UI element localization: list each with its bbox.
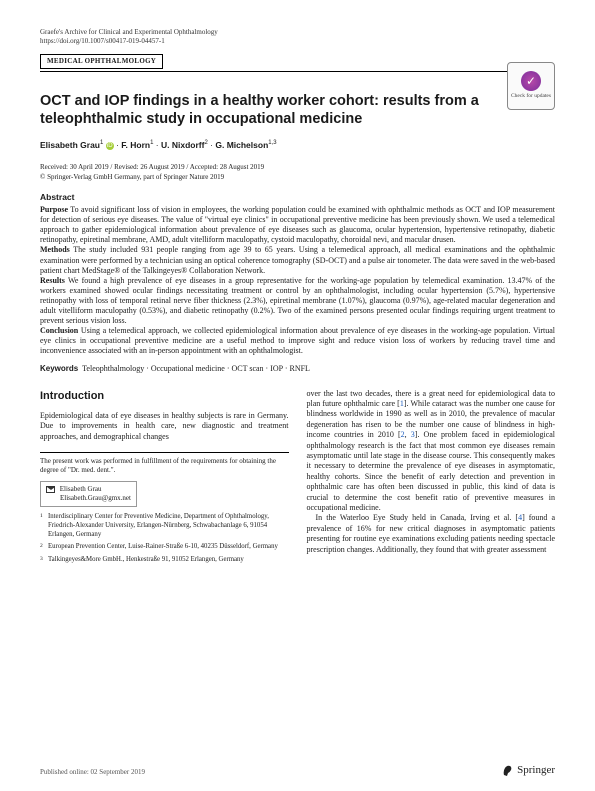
mail-icon [46, 486, 55, 493]
check-updates-badge[interactable]: ✓ Check for updates [507, 62, 555, 110]
affiliation-2: European Prevention Center, Luise-Rainer… [48, 543, 278, 552]
abstract-purpose: To avoid significant loss of vision in e… [40, 205, 555, 244]
corresp-email[interactable]: Elisabeth.Grau@gmx.net [60, 494, 131, 502]
crossmark-icon: ✓ [521, 71, 541, 91]
ref-3[interactable]: 3 [411, 430, 415, 439]
intro-right-p1: over the last two decades, there is a gr… [307, 389, 556, 514]
intro-left-p1: Epidemiological data of eye diseases in … [40, 411, 289, 442]
introduction-heading: Introduction [40, 389, 289, 403]
top-rule [40, 71, 555, 72]
article-title: OCT and IOP findings in a healthy worker… [40, 92, 555, 128]
ref-4[interactable]: 4 [518, 513, 522, 522]
journal-header: Graefe's Archive for Clinical and Experi… [40, 28, 555, 46]
orcid-icon[interactable]: iD [106, 142, 114, 150]
corresponding-author-box: Elisabeth Grau Elisabeth.Grau@gmx.net [40, 481, 137, 507]
keywords-line: Keywords Teleophthalmology · Occupationa… [40, 364, 555, 374]
abstract-heading: Abstract [40, 192, 555, 203]
springer-horse-icon [502, 763, 514, 777]
published-online: Published online: 02 September 2019 [40, 768, 145, 777]
journal-name: Graefe's Archive for Clinical and Experi… [40, 28, 555, 37]
section-badge: MEDICAL OPHTHALMOLOGY [40, 54, 163, 69]
affiliations-list: 1Interdisciplinary Center for Preventive… [40, 513, 289, 565]
affiliation-3: Talkingeyes&More GmbH., Henkestraße 91, … [48, 556, 244, 565]
abstract-conclusion: Using a telemedical approach, we collect… [40, 326, 555, 355]
ref-1[interactable]: 1 [400, 399, 404, 408]
abstract-methods: The study included 931 people ranging fr… [40, 245, 555, 274]
page-footer: Published online: 02 September 2019 Spri… [40, 763, 555, 777]
publisher-logo: Springer [502, 763, 555, 777]
doi-link[interactable]: https://doi.org/10.1007/s00417-019-04457… [40, 37, 555, 46]
footnote-rule [40, 452, 289, 453]
affiliation-1: Interdisciplinary Center for Preventive … [48, 513, 289, 539]
corresp-name: Elisabeth Grau [60, 485, 102, 493]
left-column: Introduction Epidemiological data of eye… [40, 389, 289, 569]
ref-2[interactable]: 2 [401, 430, 405, 439]
authors-line: Elisabeth Grau1 iD · F. Horn1 · U. Nixdo… [40, 140, 555, 151]
abstract-results: We found a high prevalence of eye diseas… [40, 276, 555, 325]
keywords-values: Teleophthalmology · Occupational medicin… [82, 364, 310, 373]
check-updates-label: Check for updates [511, 93, 551, 100]
article-dates: Received: 30 April 2019 / Revised: 26 Au… [40, 163, 555, 172]
footnote-degree: The present work was performed in fulfil… [40, 457, 289, 475]
abstract-block: Purpose To avoid significant loss of vis… [40, 205, 555, 356]
right-column: over the last two decades, there is a gr… [307, 389, 556, 569]
copyright-line: © Springer-Verlag GmbH Germany, part of … [40, 173, 555, 182]
keywords-label: Keywords [40, 364, 78, 373]
intro-right-p2: In the Waterloo Eye Study held in Canada… [307, 513, 556, 555]
